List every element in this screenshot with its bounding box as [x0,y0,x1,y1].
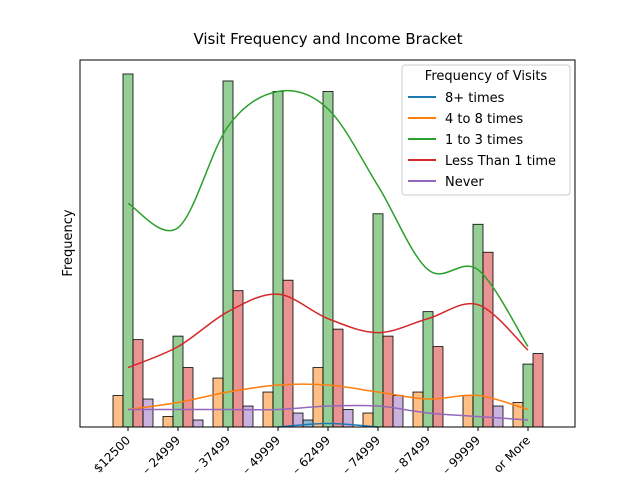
legend-label: Less Than 1 time [445,154,556,169]
legend-title: Frequency of Visits [425,69,548,84]
bar [312,367,324,428]
bar [192,419,204,428]
kde-line [127,383,529,411]
bar [282,279,294,428]
bar [322,91,334,428]
legend-label: 8+ times [445,91,505,106]
bar [122,73,134,428]
bar [482,251,494,428]
bar [372,213,384,428]
kde-line [128,404,529,421]
bar [112,395,124,428]
bar [362,412,374,428]
bar [132,339,144,428]
bar [522,363,534,428]
bar [462,395,474,428]
bar [182,367,194,428]
y-axis-label: Frequency [61,209,76,276]
bar [492,405,504,428]
bar [532,353,544,428]
kde-line [127,89,529,348]
legend: Frequency of Visits 8+ times 4 to 8 times 1… [401,64,571,196]
legend-box [401,64,571,196]
bar [162,416,174,428]
kde-line [127,293,529,369]
bar [392,395,404,428]
bar [432,346,444,428]
kde-line [277,422,379,428]
legend-label: 4 to 8 times [445,112,523,127]
bar [212,377,224,428]
bar [272,91,284,428]
bar [382,335,394,428]
bar [142,398,154,428]
bar [422,311,434,428]
bar [172,335,184,428]
bar [332,328,344,428]
legend-label: Never [445,175,484,190]
chart-title: Visit Frequency and Income Bracket [193,30,462,48]
legend-label: 1 to 3 times [445,133,523,148]
bar [232,290,244,428]
